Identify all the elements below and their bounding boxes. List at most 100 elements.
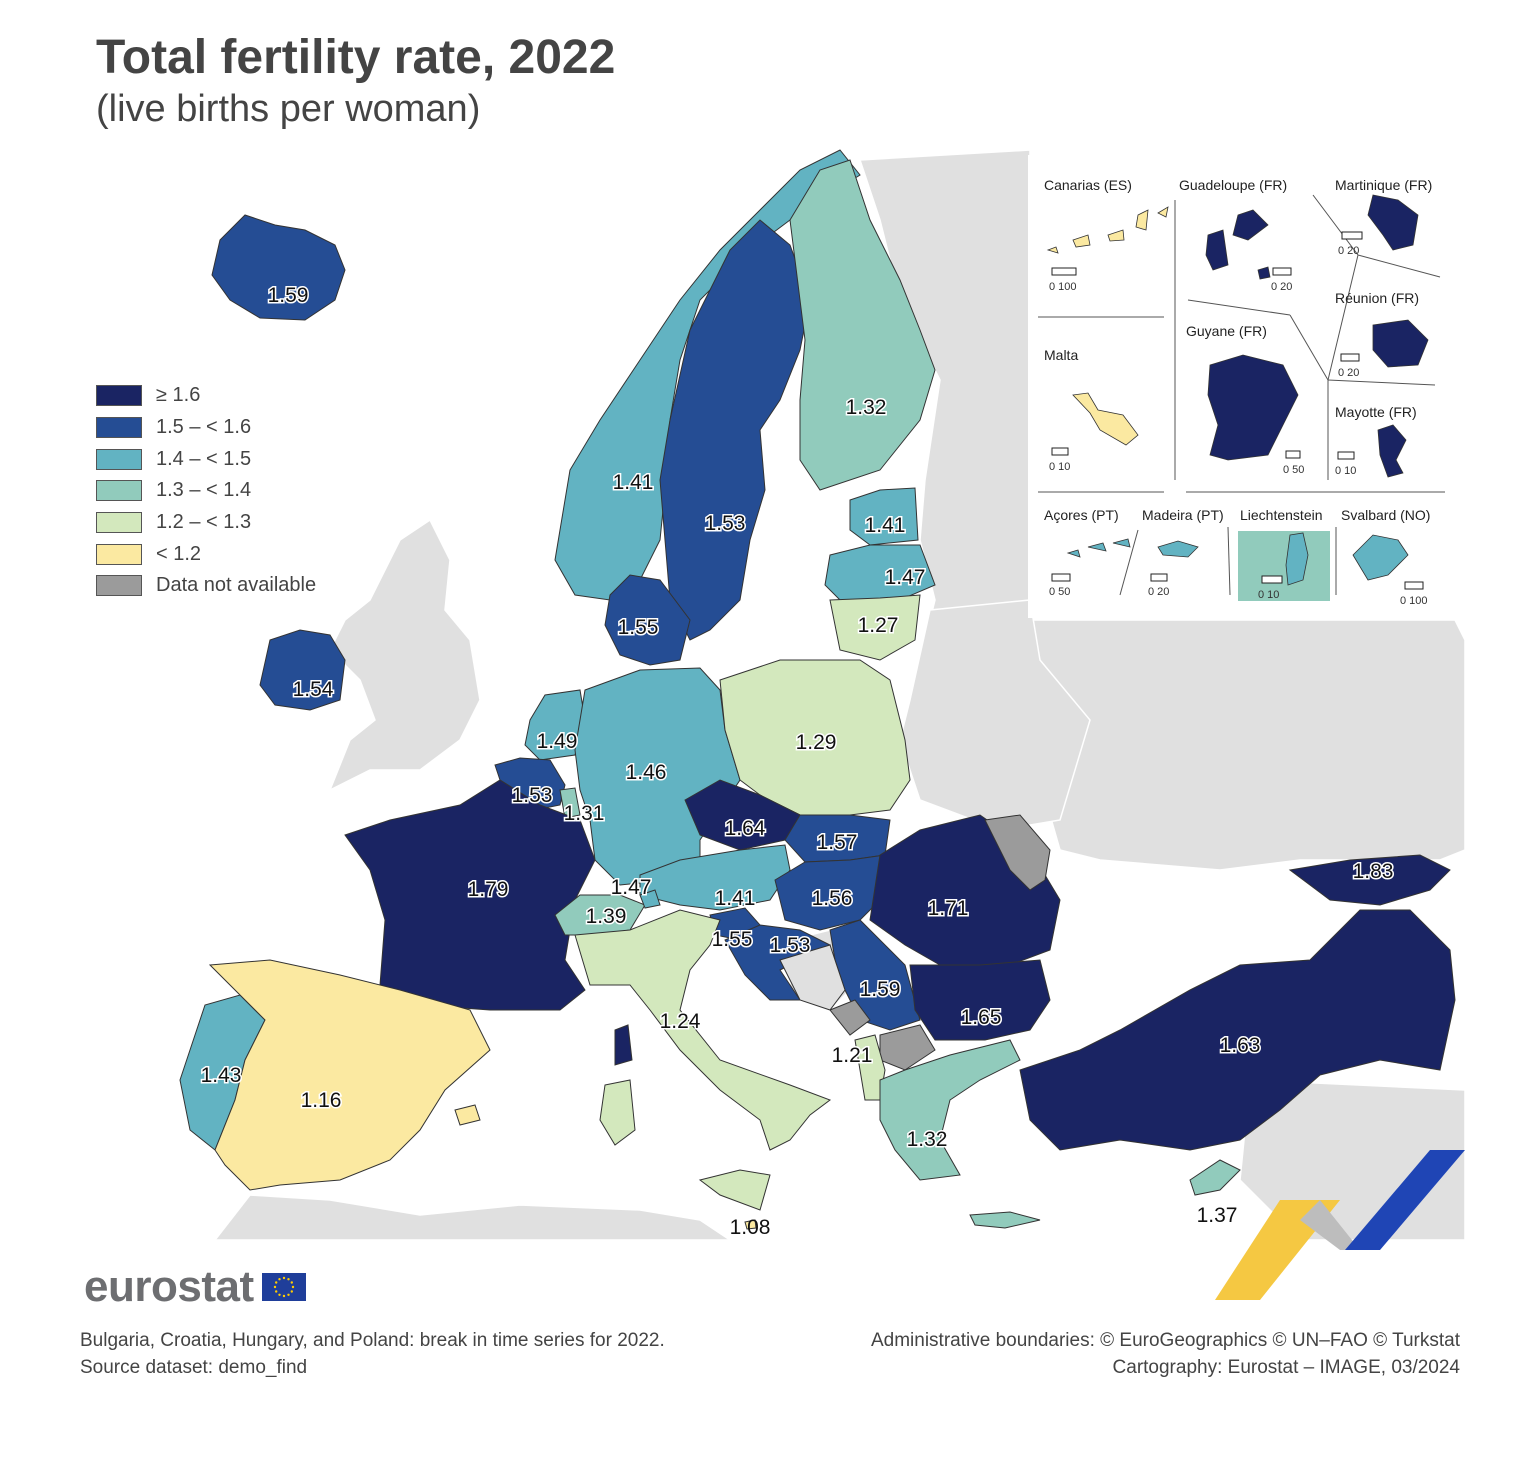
inset-martinique-shape xyxy=(1367,194,1419,251)
country-denmark xyxy=(604,574,691,666)
inset-scale-reunion: 0 20 xyxy=(1338,367,1360,379)
inset-liechtenstein-bg xyxy=(1238,531,1330,601)
legend-swatch xyxy=(96,385,142,407)
value-lithuania: 1.27 xyxy=(858,614,899,637)
inset-label-martinique: Martinique (FR) xyxy=(1335,177,1433,193)
inset-guyane-shape xyxy=(1207,354,1299,461)
inset-label-liechtenstein: Liechtenstein xyxy=(1240,507,1323,523)
country-iceland xyxy=(211,214,346,321)
value-bulgaria: 1.65 xyxy=(961,1006,1002,1029)
inset-label-acores: Açores (PT) xyxy=(1044,507,1119,523)
inset-label-svalbard: Svalbard (NO) xyxy=(1341,507,1431,523)
inset-canarias-shape xyxy=(1046,206,1169,254)
country-ukraine-partial xyxy=(1288,854,1451,906)
value-germany: 1.46 xyxy=(626,761,667,784)
value-luxembourg: 1.31 xyxy=(564,802,605,825)
legend-label: < 1.2 xyxy=(156,542,202,565)
inset-mayotte-shape xyxy=(1377,424,1407,478)
inset-dividers xyxy=(1038,194,1445,596)
country-sicily xyxy=(698,1169,771,1211)
value-estonia: 1.41 xyxy=(865,514,906,537)
value-denmark: 1.55 xyxy=(618,616,659,639)
inset-scale-bars xyxy=(1051,231,1424,590)
inset-label-mayotte: Mayotte (FR) xyxy=(1335,404,1417,420)
country-malta-small xyxy=(744,1219,757,1230)
legend-item: 1.2 – < 1.3 xyxy=(96,507,316,539)
legend-item: < 1.2 xyxy=(96,538,316,570)
country-bosnia xyxy=(779,944,846,1011)
inset-label-madeira: Madeira (PT) xyxy=(1142,507,1224,523)
value-czechia: 1.64 xyxy=(725,817,766,840)
legend-label: 1.2 – < 1.3 xyxy=(156,511,252,534)
country-italy xyxy=(574,909,832,1151)
country-poland xyxy=(719,659,911,816)
country-luxembourg xyxy=(559,787,581,819)
country-sweden xyxy=(659,219,811,641)
country-corsica xyxy=(614,1024,633,1066)
legend-item: 1.5 – < 1.6 xyxy=(96,412,316,444)
value-slovakia: 1.57 xyxy=(817,831,858,854)
value-spain: 1.16 xyxy=(301,1089,342,1112)
value-sweden: 1.53 xyxy=(705,512,746,535)
country-moldova xyxy=(984,814,1051,891)
eu-flag-icon xyxy=(262,1273,306,1301)
inset-scale-madeira: 0 20 xyxy=(1148,586,1170,598)
value-iceland: 1.59 xyxy=(268,284,309,307)
inset-label-guadeloupe: Guadeloupe (FR) xyxy=(1179,177,1288,193)
eurostat-logo: eurostat xyxy=(84,1262,254,1311)
country-lithuania xyxy=(829,594,921,661)
country-bulgaria xyxy=(909,959,1051,1041)
value-austria: 1.41 xyxy=(715,887,756,910)
legend-swatch xyxy=(96,512,142,534)
map-title: Total fertility rate, 2022 xyxy=(96,31,616,84)
inset-svalbard-shape xyxy=(1352,534,1409,581)
inset-svg xyxy=(1038,194,1445,601)
country-finland xyxy=(789,159,936,491)
inset-panel: Canarias (ES) Guadeloupe (FR) Martinique… xyxy=(1028,155,1455,618)
legend-item: ≥ 1.6 xyxy=(96,380,316,412)
value-cyprus: 1.37 xyxy=(1197,1204,1238,1227)
map-subtitle: (live births per woman) xyxy=(96,88,481,130)
inset-scale-mayotte: 0 10 xyxy=(1335,465,1357,477)
legend: ≥ 1.6 1.5 – < 1.6 1.4 – < 1.5 1.3 – < 1.… xyxy=(96,380,316,602)
land-north-africa xyxy=(213,1194,733,1241)
inset-scale-martinique: 0 20 xyxy=(1338,245,1360,257)
country-montenegro xyxy=(829,999,871,1036)
inset-label-guyane: Guyane (FR) xyxy=(1186,323,1267,339)
inset-liechtenstein-shape xyxy=(1285,532,1309,586)
value-turkey: 1.63 xyxy=(1220,1034,1261,1057)
countries xyxy=(179,149,1456,1230)
inset-scale-svalbard: 0 100 xyxy=(1400,595,1428,607)
legend-item: Data not available xyxy=(96,570,316,602)
value-serbia: 1.59 xyxy=(860,978,901,1001)
country-liechtenstein xyxy=(639,889,661,909)
legend-label: Data not available xyxy=(156,574,317,597)
legend-swatch xyxy=(96,448,142,470)
value-hungary: 1.56 xyxy=(812,887,853,910)
country-switzerland xyxy=(554,894,646,936)
inset-scale-guyane: 0 50 xyxy=(1283,464,1305,476)
value-portugal: 1.43 xyxy=(201,1064,242,1087)
value-ireland: 1.54 xyxy=(293,678,334,701)
value-switzerland: 1.39 xyxy=(586,905,627,928)
value-albania: 1.21 xyxy=(832,1044,873,1067)
inset-madeira-shape xyxy=(1157,540,1199,558)
inset-guadeloupe-shape xyxy=(1205,209,1271,280)
value-belgium: 1.53 xyxy=(512,784,553,807)
value-labels: 1.59 1.41 1.53 1.32 1.41 1.47 1.27 1.55 … xyxy=(199,283,1395,1240)
inset-scale-guadeloupe: 0 20 xyxy=(1271,281,1293,293)
legend-label: 1.5 – < 1.6 xyxy=(156,416,252,439)
corner-decoration xyxy=(1215,1150,1465,1300)
inset-scale-acores: 0 50 xyxy=(1049,586,1071,598)
value-finland: 1.32 xyxy=(846,396,887,419)
country-balearics xyxy=(454,1104,481,1126)
legend-swatch xyxy=(96,543,142,565)
value-norway: 1.41 xyxy=(613,471,654,494)
legend-swatch xyxy=(96,575,142,597)
country-ireland xyxy=(259,629,346,711)
country-cyprus xyxy=(1189,1159,1241,1196)
value-croatia: 1.53 xyxy=(770,934,811,957)
inset-label-malta: Malta xyxy=(1044,347,1079,363)
footnote-break-in-series: Bulgaria, Croatia, Hungary, and Poland: … xyxy=(80,1330,665,1351)
